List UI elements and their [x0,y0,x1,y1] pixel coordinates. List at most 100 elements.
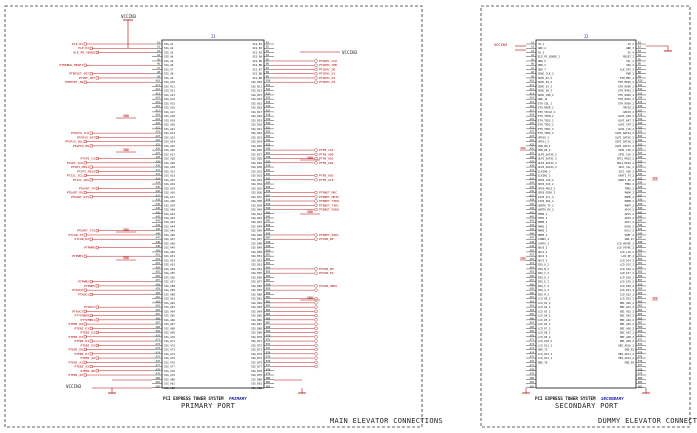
primary-left-net-label: PTUART_RX [67,191,83,195]
secondary-left-pin-name: 5V_3 [538,50,545,54]
secondary-left-pin-number: A11 [530,84,535,87]
primary-right-pin-number: B65 [266,313,271,316]
primary-left-pin-name: SIG_A48 [164,241,175,245]
secondary-right-pin-name: GND_47 [625,237,635,241]
secondary-right-pin-number: B32 [638,173,643,176]
secondary-right-pin-name: EBI_AD3_2 [620,314,634,318]
primary-left-net-label: PTDEBUG_RESET [60,63,84,67]
secondary-left-pin-number: A61 [530,296,535,299]
primary-left-pin-name: SIG_A6 [164,63,174,67]
secondary-right-pin-name: TMR3_2 [625,186,635,190]
primary-right-net-flag [314,318,318,322]
primary-right-net-flag [314,63,318,67]
secondary-right-pin-name: DAC0_2 [625,224,635,228]
secondary-right-pin-name: SPI1_CS0_2 [618,148,634,152]
secondary-left-pin-number: A80 [530,377,535,380]
secondary-left-pin-name: LCD_D7_2 [538,326,551,330]
primary-right-pin-number: B36 [266,190,271,193]
primary-left-pin-name: SIG_A29 [164,161,175,165]
primary-left-pin-number: A51 [156,254,161,257]
dummy-sheet-caption: DUMMY ELEVATOR CONNECTIONS [598,417,697,425]
primary-left-pin-name: SIG_A35 [164,186,175,190]
secondary-left-pin-number: A81 [530,381,535,384]
primary-right-pin-name: SIG_B14 [251,97,262,101]
secondary-right-pin-number: B47 [638,237,643,240]
primary-left-pin-name: SIG_A40 [164,208,175,212]
primary-right-pin-number: B60 [266,292,271,295]
primary-left-pin-number: A53 [156,262,161,265]
primary-right-net-flag [314,352,318,356]
primary-left-net-flag [95,229,99,233]
primary-left-pin-name: SIG_A56 [164,275,175,279]
primary-left-net-label: PTPWM3 [84,284,95,288]
primary-left-net-flag [95,305,99,309]
primary-right-pin-number: B8 [266,71,269,74]
secondary-left-pin-number: A51 [530,254,535,257]
secondary-left-pin-number: A58 [530,283,535,286]
primary-left-pin-name: SIG_A41 [164,212,175,216]
secondary-right-pin-number: B28 [638,156,643,159]
primary-right-pin-name: SIG_B29 [251,161,262,165]
secondary-right-pin-name: EBI_AD9_2 [620,339,634,343]
primary-left-pin-name: SIG_A78 [164,369,175,373]
primary-left-pin-number: A70 [156,334,161,337]
primary-left-pin-number: A31 [156,169,161,172]
primary-right-pin-number: B67 [266,322,271,325]
primary-right-net-label: PTSDHC_CLK [319,59,337,63]
secondary-left-pin-number: A18 [530,114,535,117]
primary-right-pin-name: SIG_B58 [251,284,262,288]
primary-left-pin-number: A8 [157,71,160,74]
secondary-left-pin-name: ETH_TXEN_2 [538,114,554,118]
primary-right-pin-number: B66 [266,317,271,320]
primary-left-pin-number: A38 [156,199,161,202]
secondary-right-pin-name: EBI_AD0_2 [620,301,634,305]
primary-right-pin-name: SIG_B74 [251,352,262,356]
secondary-right-pin-name: PWM7_2 [625,203,635,207]
primary-left-pin-name: SIG_A73 [164,348,175,352]
secondary-left-pin-name: PWM0_2 [538,220,548,224]
primary-left-pin-name: SIG_A72 [164,343,175,347]
primary-right-pin-name: SIG_B46 [251,233,262,237]
secondary-left-pin-number: A45 [530,228,535,231]
primary-right-pin-name: SIG_B15 [251,101,262,105]
primary-left-net-label: PTEBI_A0 [81,356,96,360]
secondary-left-pin-name: GND_2 [538,46,546,50]
secondary-right-pin-number: B23 [638,135,643,138]
primary-right-pin-number: B17 [266,109,271,112]
secondary-left-pin-name: CLKIN1_2 [538,174,551,178]
secondary-right-pin-number: B35 [638,186,643,189]
secondary-right-pin-name: GND_84 [625,360,635,364]
primary-left-net-label: PTPWM0 [84,246,95,250]
primary-left-pin-name: SIG_A49 [164,246,175,250]
primary-left-net-label: PTTIMER0 [75,314,90,318]
primary-left-net-label: PTEBI_A1 [69,360,84,364]
primary-right-pin-number: B78 [266,368,271,371]
primary-left-pin-number: A41 [156,211,161,214]
secondary-right-pin-number: B15 [638,101,643,104]
primary-left-pin-name: SIG_A27 [164,152,175,156]
secondary-left-pin-number: A22 [530,131,535,134]
primary-left-net-label: PTGPIO_EN [73,144,89,148]
secondary-right-pin-number: B31 [638,169,643,172]
secondary-left-pin-name: I2C0_SCL_2 [538,195,554,199]
secondary-right-pin-number: B20 [638,122,643,125]
secondary-right-pin-name: ULPI_DATA4_2 [615,131,634,135]
primary-left-pin-number: A69 [156,330,161,333]
primary-right-pin-number: B58 [266,283,271,286]
primary-right-pin-name: SIG_B71 [251,339,262,343]
primary-right-pin-name: SIG_B77 [251,365,262,369]
secondary-left-pin-name: SPI0_SCK_2 [538,182,554,186]
primary-left-pin-number: A55 [156,271,161,274]
primary-left-net-label: PTSPI_MISO [77,169,95,173]
primary-right-pin-number: B15 [266,101,271,104]
secondary-left-pin-name: SDHC_D2_2 [538,80,552,84]
secondary-left-pin-name: LCD_D13_2 [538,356,552,360]
primary-left-pin-number: A62 [156,300,161,303]
primary-right-pin-number: B40 [266,207,271,210]
primary-left-pin-name: SIG_A57 [164,280,175,284]
primary-right-pin-number: B73 [266,347,271,350]
secondary-right-pin-number: B48 [638,241,643,244]
secondary-right-pin-number: B51 [638,254,643,257]
primary-right-net-flag [314,207,318,212]
